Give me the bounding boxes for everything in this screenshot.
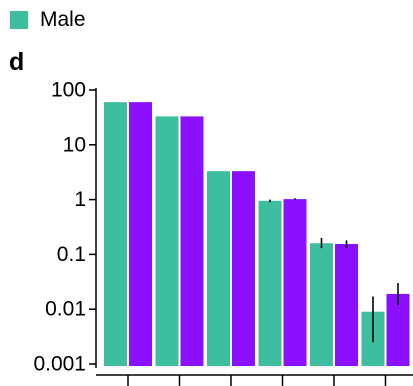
bar-s1-c5 xyxy=(386,293,410,366)
legend-swatch-male xyxy=(10,11,28,29)
y-tick-label-1: 10 xyxy=(63,133,86,156)
legend-label-male: Male xyxy=(40,8,86,31)
bar-s0-c2 xyxy=(207,171,230,366)
y-tick-label-3: 0.1 xyxy=(57,243,86,266)
bar-s0-c1 xyxy=(155,116,179,366)
bar-s1-c3 xyxy=(283,199,307,366)
bar-s1-c4 xyxy=(335,243,358,366)
bar-s1-c2 xyxy=(232,171,255,366)
y-tick-label-4: 0.01 xyxy=(45,298,86,321)
bar-s1-c1 xyxy=(180,116,204,366)
y-tick-label-2: 1 xyxy=(74,188,86,211)
y-tick-label-0: 100 xyxy=(51,79,86,102)
bar-s0-c0 xyxy=(104,102,127,366)
panel-letter: d xyxy=(9,48,25,76)
bar-s0-c4 xyxy=(310,243,333,366)
bar-s0-c3 xyxy=(258,200,282,366)
bar-s1-c0 xyxy=(129,102,152,366)
legend: Male xyxy=(10,8,86,32)
y-tick-label-5: 0.001 xyxy=(33,353,86,376)
